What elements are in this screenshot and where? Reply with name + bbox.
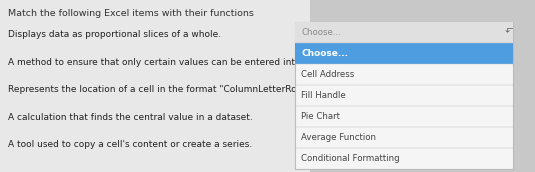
Text: Displays data as proportional slices of a whole.: Displays data as proportional slices of … [8, 30, 221, 39]
Text: Match the following Excel items with their functions: Match the following Excel items with the… [8, 9, 254, 18]
Text: Average Function: Average Function [301, 133, 376, 142]
Text: Choose...: Choose... [301, 28, 341, 37]
Text: Cell Address: Cell Address [301, 70, 354, 79]
Text: A calculation that finds the central value in a dataset.: A calculation that finds the central val… [8, 113, 253, 122]
Text: A tool used to copy a cell's content or create a series.: A tool used to copy a cell's content or … [8, 140, 252, 149]
Text: Represents the location of a cell in the format "ColumnLetterRowNumber.": Represents the location of a cell in the… [8, 85, 347, 94]
FancyBboxPatch shape [295, 22, 513, 43]
Text: Pie Chart: Pie Chart [301, 112, 340, 121]
Text: A method to ensure that only certain values can be entered into a cell.: A method to ensure that only certain val… [8, 58, 331, 67]
Text: Conditional Formatting: Conditional Formatting [301, 154, 400, 163]
Text: Fill Handle: Fill Handle [301, 91, 346, 100]
Text: ↳: ↳ [500, 28, 510, 36]
FancyBboxPatch shape [296, 23, 514, 170]
FancyBboxPatch shape [295, 43, 513, 64]
FancyBboxPatch shape [310, 0, 535, 172]
FancyBboxPatch shape [295, 22, 513, 169]
FancyBboxPatch shape [0, 0, 310, 172]
Text: Choose...: Choose... [301, 49, 348, 58]
